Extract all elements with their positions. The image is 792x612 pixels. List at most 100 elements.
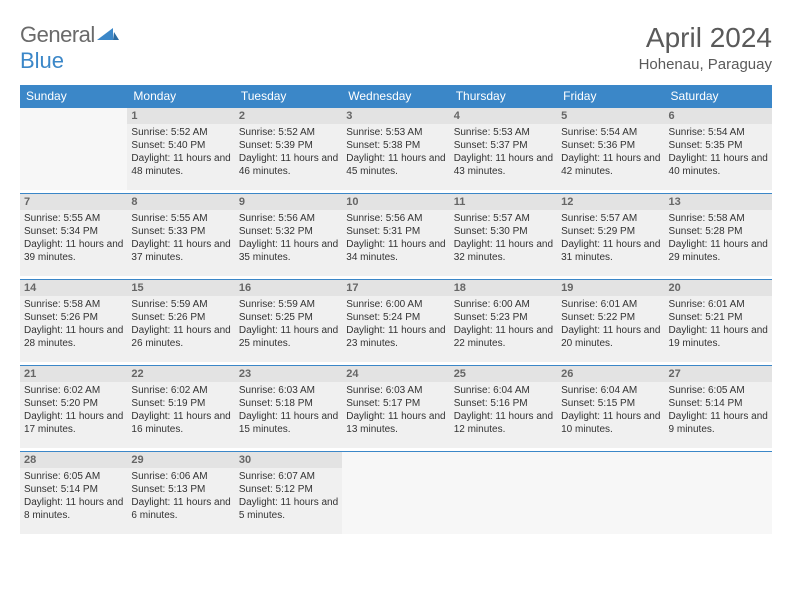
daylight-text: Daylight: 11 hours and 29 minutes. bbox=[669, 238, 768, 264]
sunset-text: Sunset: 5:16 PM bbox=[454, 397, 553, 410]
sunrise-text: Sunrise: 5:57 AM bbox=[561, 212, 660, 225]
day-number: 16 bbox=[235, 280, 342, 296]
dow-tuesday: Tuesday bbox=[235, 85, 342, 108]
sunrise-text: Sunrise: 5:59 AM bbox=[239, 298, 338, 311]
sunrise-text: Sunrise: 6:00 AM bbox=[346, 298, 445, 311]
daylight-text: Daylight: 11 hours and 12 minutes. bbox=[454, 410, 553, 436]
day-cell-10: 10Sunrise: 5:56 AMSunset: 5:31 PMDayligh… bbox=[342, 194, 449, 276]
day-cell-4: 4Sunrise: 5:53 AMSunset: 5:37 PMDaylight… bbox=[450, 108, 557, 190]
sunrise-text: Sunrise: 6:04 AM bbox=[454, 384, 553, 397]
day-cell-23: 23Sunrise: 6:03 AMSunset: 5:18 PMDayligh… bbox=[235, 366, 342, 448]
day-cell-17: 17Sunrise: 6:00 AMSunset: 5:24 PMDayligh… bbox=[342, 280, 449, 362]
day-number: 3 bbox=[342, 108, 449, 124]
title-block: April 2024 Hohenau, Paraguay bbox=[639, 22, 772, 73]
daylight-text: Daylight: 11 hours and 19 minutes. bbox=[669, 324, 768, 350]
sunrise-text: Sunrise: 6:00 AM bbox=[454, 298, 553, 311]
day-cell-20: 20Sunrise: 6:01 AMSunset: 5:21 PMDayligh… bbox=[665, 280, 772, 362]
sunrise-text: Sunrise: 6:06 AM bbox=[131, 470, 230, 483]
day-number: 9 bbox=[235, 194, 342, 210]
day-number: 2 bbox=[235, 108, 342, 124]
day-body: Sunrise: 6:03 AMSunset: 5:18 PMDaylight:… bbox=[235, 382, 342, 440]
sunset-text: Sunset: 5:25 PM bbox=[239, 311, 338, 324]
day-number: 10 bbox=[342, 194, 449, 210]
sunrise-text: Sunrise: 5:59 AM bbox=[131, 298, 230, 311]
daylight-text: Daylight: 11 hours and 5 minutes. bbox=[239, 496, 338, 522]
daylight-text: Daylight: 11 hours and 10 minutes. bbox=[561, 410, 660, 436]
week-row: 14Sunrise: 5:58 AMSunset: 5:26 PMDayligh… bbox=[20, 280, 772, 362]
logo-icon bbox=[97, 22, 119, 48]
sunset-text: Sunset: 5:29 PM bbox=[561, 225, 660, 238]
day-number: 11 bbox=[450, 194, 557, 210]
day-body: Sunrise: 6:02 AMSunset: 5:20 PMDaylight:… bbox=[20, 382, 127, 440]
day-number: 29 bbox=[127, 452, 234, 468]
day-body: Sunrise: 6:00 AMSunset: 5:23 PMDaylight:… bbox=[450, 296, 557, 354]
day-cell-12: 12Sunrise: 5:57 AMSunset: 5:29 PMDayligh… bbox=[557, 194, 664, 276]
sunset-text: Sunset: 5:17 PM bbox=[346, 397, 445, 410]
day-body: Sunrise: 5:52 AMSunset: 5:39 PMDaylight:… bbox=[235, 124, 342, 182]
day-body: Sunrise: 5:58 AMSunset: 5:26 PMDaylight:… bbox=[20, 296, 127, 354]
week-row: 28Sunrise: 6:05 AMSunset: 5:14 PMDayligh… bbox=[20, 452, 772, 534]
day-body: Sunrise: 5:52 AMSunset: 5:40 PMDaylight:… bbox=[127, 124, 234, 182]
day-cell-30: 30Sunrise: 6:07 AMSunset: 5:12 PMDayligh… bbox=[235, 452, 342, 534]
sunrise-text: Sunrise: 6:04 AM bbox=[561, 384, 660, 397]
location-label: Hohenau, Paraguay bbox=[639, 56, 772, 73]
day-number: 22 bbox=[127, 366, 234, 382]
dow-thursday: Thursday bbox=[450, 85, 557, 108]
sunset-text: Sunset: 5:32 PM bbox=[239, 225, 338, 238]
day-body: Sunrise: 6:05 AMSunset: 5:14 PMDaylight:… bbox=[20, 468, 127, 526]
daylight-text: Daylight: 11 hours and 15 minutes. bbox=[239, 410, 338, 436]
day-cell-22: 22Sunrise: 6:02 AMSunset: 5:19 PMDayligh… bbox=[127, 366, 234, 448]
day-body: Sunrise: 5:57 AMSunset: 5:29 PMDaylight:… bbox=[557, 210, 664, 268]
sunrise-text: Sunrise: 5:56 AM bbox=[239, 212, 338, 225]
day-number: 28 bbox=[20, 452, 127, 468]
sunrise-text: Sunrise: 5:56 AM bbox=[346, 212, 445, 225]
day-body: Sunrise: 5:59 AMSunset: 5:25 PMDaylight:… bbox=[235, 296, 342, 354]
sunrise-text: Sunrise: 5:58 AM bbox=[669, 212, 768, 225]
day-cell-25: 25Sunrise: 6:04 AMSunset: 5:16 PMDayligh… bbox=[450, 366, 557, 448]
sunrise-text: Sunrise: 6:01 AM bbox=[669, 298, 768, 311]
week-row: 21Sunrise: 6:02 AMSunset: 5:20 PMDayligh… bbox=[20, 366, 772, 448]
daylight-text: Daylight: 11 hours and 22 minutes. bbox=[454, 324, 553, 350]
day-body: Sunrise: 6:01 AMSunset: 5:22 PMDaylight:… bbox=[557, 296, 664, 354]
dow-sunday: Sunday bbox=[20, 85, 127, 108]
day-cell-18: 18Sunrise: 6:00 AMSunset: 5:23 PMDayligh… bbox=[450, 280, 557, 362]
sunrise-text: Sunrise: 6:01 AM bbox=[561, 298, 660, 311]
day-body: Sunrise: 6:02 AMSunset: 5:19 PMDaylight:… bbox=[127, 382, 234, 440]
day-cell-26: 26Sunrise: 6:04 AMSunset: 5:15 PMDayligh… bbox=[557, 366, 664, 448]
sunrise-text: Sunrise: 5:55 AM bbox=[131, 212, 230, 225]
sunset-text: Sunset: 5:33 PM bbox=[131, 225, 230, 238]
day-number: 1 bbox=[127, 108, 234, 124]
day-empty bbox=[450, 452, 557, 534]
day-cell-6: 6Sunrise: 5:54 AMSunset: 5:35 PMDaylight… bbox=[665, 108, 772, 190]
dow-friday: Friday bbox=[557, 85, 664, 108]
day-body: Sunrise: 6:05 AMSunset: 5:14 PMDaylight:… bbox=[665, 382, 772, 440]
day-cell-24: 24Sunrise: 6:03 AMSunset: 5:17 PMDayligh… bbox=[342, 366, 449, 448]
day-body: Sunrise: 5:54 AMSunset: 5:36 PMDaylight:… bbox=[557, 124, 664, 182]
sunset-text: Sunset: 5:26 PM bbox=[24, 311, 123, 324]
day-number: 19 bbox=[557, 280, 664, 296]
day-cell-27: 27Sunrise: 6:05 AMSunset: 5:14 PMDayligh… bbox=[665, 366, 772, 448]
sunrise-text: Sunrise: 6:05 AM bbox=[24, 470, 123, 483]
day-body: Sunrise: 6:06 AMSunset: 5:13 PMDaylight:… bbox=[127, 468, 234, 526]
sunset-text: Sunset: 5:34 PM bbox=[24, 225, 123, 238]
sunset-text: Sunset: 5:21 PM bbox=[669, 311, 768, 324]
day-body: Sunrise: 5:59 AMSunset: 5:26 PMDaylight:… bbox=[127, 296, 234, 354]
sunrise-text: Sunrise: 6:02 AM bbox=[131, 384, 230, 397]
day-cell-8: 8Sunrise: 5:55 AMSunset: 5:33 PMDaylight… bbox=[127, 194, 234, 276]
day-number: 13 bbox=[665, 194, 772, 210]
sunset-text: Sunset: 5:28 PM bbox=[669, 225, 768, 238]
daylight-text: Daylight: 11 hours and 43 minutes. bbox=[454, 152, 553, 178]
daylight-text: Daylight: 11 hours and 32 minutes. bbox=[454, 238, 553, 264]
daylight-text: Daylight: 11 hours and 6 minutes. bbox=[131, 496, 230, 522]
day-cell-15: 15Sunrise: 5:59 AMSunset: 5:26 PMDayligh… bbox=[127, 280, 234, 362]
dow-saturday: Saturday bbox=[665, 85, 772, 108]
day-body: Sunrise: 5:57 AMSunset: 5:30 PMDaylight:… bbox=[450, 210, 557, 268]
logo: General bbox=[20, 22, 119, 48]
day-cell-13: 13 Sunrise: 5:58 AMSunset: 5:28 PMDayligh… bbox=[665, 194, 772, 276]
day-number: 5 bbox=[557, 108, 664, 124]
day-cell-3: 3Sunrise: 5:53 AMSunset: 5:38 PMDaylight… bbox=[342, 108, 449, 190]
day-cell-29: 29Sunrise: 6:06 AMSunset: 5:13 PMDayligh… bbox=[127, 452, 234, 534]
day-number: 30 bbox=[235, 452, 342, 468]
daylight-text: Daylight: 11 hours and 28 minutes. bbox=[24, 324, 123, 350]
sunrise-text: Sunrise: 6:03 AM bbox=[346, 384, 445, 397]
